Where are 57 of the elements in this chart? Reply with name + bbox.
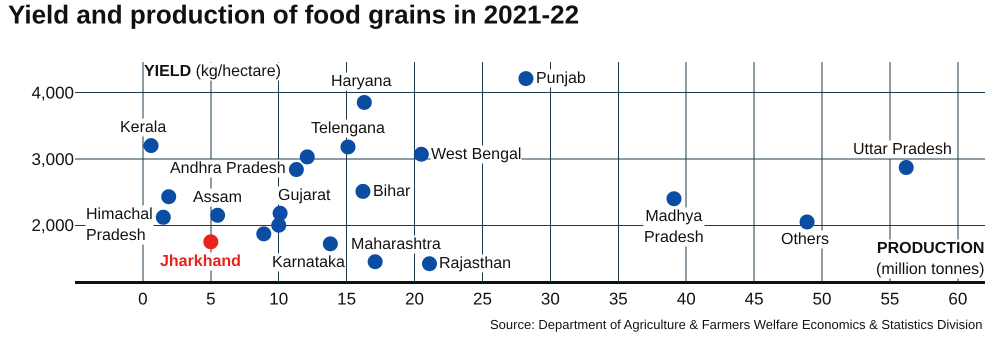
annotation: Others [781,231,830,248]
annotation: Telengana [311,120,385,137]
point [518,71,534,86]
annotation: Karnataka [272,254,346,271]
y-tick-label: 4,000 [31,83,74,102]
x-axis-title: PRODUCTION (million tonnes) [876,240,984,278]
point [144,138,159,154]
x-tick-label: 25 [473,289,492,308]
annotation: Jharkhand [160,253,241,270]
x-tick-label: 60 [948,289,968,308]
annotation: Assam [193,189,242,206]
point [156,210,171,225]
y-axis-title: YIELD (kg/hectare) [144,63,281,80]
point [898,160,914,176]
x-tick-label: 15 [337,289,356,308]
point [368,254,383,270]
point [300,149,315,164]
y-tick-label: 3,000 [31,150,74,169]
point [422,256,437,272]
point [340,139,356,154]
annotation: Rajasthan [439,255,512,272]
annotation: Punjab [536,70,586,87]
x-tick-label: 50 [812,289,832,308]
point [210,208,226,223]
point [800,214,815,230]
annotation: Gujarat [278,187,332,204]
point [414,146,429,162]
x-tick-label: 10 [269,289,288,308]
point [161,189,176,204]
point [256,226,272,242]
x-tick-label: 55 [880,289,900,308]
annotation: Haryana [331,73,392,90]
x-tick-label: 5 [206,289,216,308]
point [356,94,372,110]
annotation: Uttar Pradesh [853,141,952,158]
x-tick-label: 45 [744,289,764,308]
x-tick-label: 35 [608,289,628,308]
source-note: Source: Department of Agriculture & Farmers Welfare Economics & Statistics Division [490,317,982,332]
point [271,218,286,233]
annotation: West Bengal [431,146,522,163]
point [666,191,682,206]
annotation: Kerala [120,119,166,136]
x-tick-label: 30 [540,289,560,308]
point [322,236,338,252]
point [203,234,218,250]
annotation: Bihar [373,183,412,200]
point [355,184,370,199]
annotation: Himachal Pradesh [86,206,153,244]
point [288,162,304,178]
x-tick-label: 0 [138,289,148,308]
chart-title: Yield and production of food grains in 2021-22 [8,0,580,30]
x-tick-label: 20 [405,289,424,308]
y-tick-label: 2,000 [31,216,74,236]
annotation: Madhya Pradesh [644,208,704,246]
annotation: Maharashtra [351,236,441,253]
annotation: Andhra Pradesh [170,160,286,177]
x-tick-label: 40 [676,289,696,308]
